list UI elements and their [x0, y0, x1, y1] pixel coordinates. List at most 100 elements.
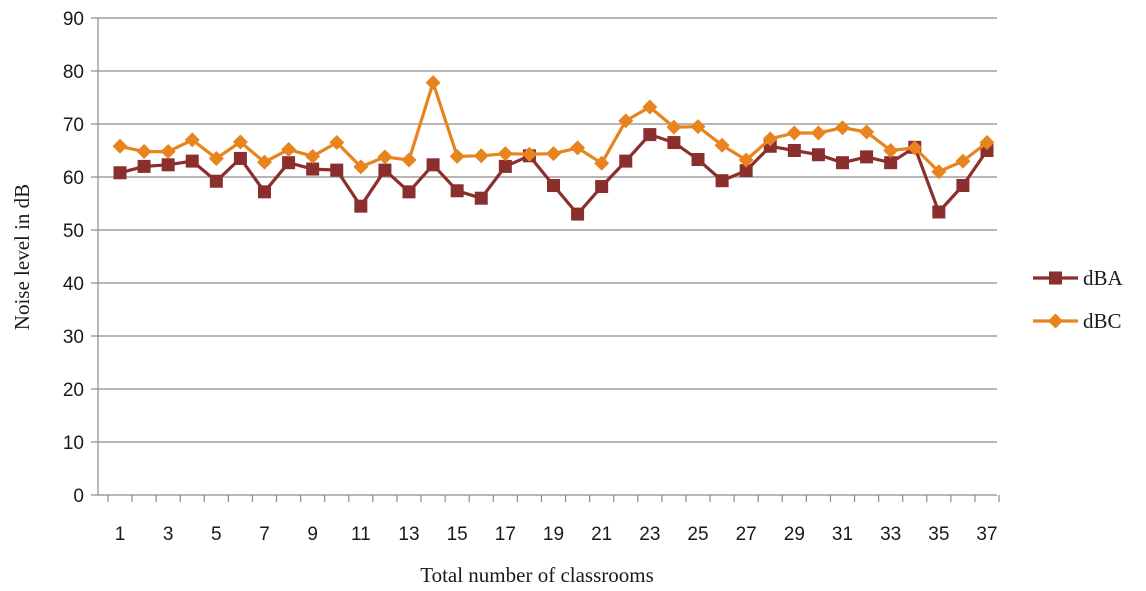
x-tick-label: 29 — [784, 524, 805, 545]
data-point — [835, 120, 850, 136]
data-point — [185, 154, 199, 168]
data-point — [786, 125, 802, 141]
y-tick-label: 70 — [63, 115, 84, 136]
series-dBA — [113, 128, 994, 221]
x-tick-label: 5 — [211, 524, 222, 545]
data-point — [330, 163, 344, 177]
x-tick-label: 31 — [832, 524, 853, 545]
y-tick-label: 60 — [63, 168, 84, 189]
data-point — [956, 178, 970, 192]
data-point — [642, 99, 658, 115]
data-point — [787, 144, 801, 157]
data-point — [449, 148, 465, 164]
x-axis-title: Total number of classrooms — [420, 563, 654, 587]
data-point — [980, 144, 994, 157]
y-tick-label: 90 — [63, 9, 84, 30]
x-tick-label: 19 — [543, 524, 564, 545]
data-point — [402, 185, 416, 199]
y-tick-label: 80 — [63, 62, 84, 83]
x-tick-label: 15 — [447, 524, 468, 545]
data-point — [715, 174, 729, 188]
y-tick-label: 10 — [63, 433, 84, 454]
series-lines — [112, 75, 995, 221]
data-point — [836, 156, 849, 170]
data-point — [354, 199, 368, 213]
data-point — [619, 154, 633, 168]
legend: dBA dBC — [1033, 266, 1124, 333]
data-point — [810, 125, 826, 141]
x-tick-label: 7 — [259, 524, 270, 545]
data-point — [208, 150, 224, 166]
data-point — [401, 152, 417, 168]
data-point — [762, 131, 778, 147]
data-point — [353, 159, 369, 175]
x-tick-label: 37 — [976, 524, 997, 545]
series-dBC — [112, 75, 995, 180]
data-point — [233, 151, 247, 165]
y-tick-label: 40 — [63, 274, 84, 295]
legend-label: dBC — [1083, 309, 1122, 333]
legend-item-dBC: dBC — [1033, 309, 1122, 333]
data-point — [594, 155, 610, 171]
data-point — [113, 166, 127, 180]
data-point — [955, 153, 971, 169]
data-point — [281, 141, 297, 157]
data-point — [571, 207, 585, 221]
data-point — [377, 149, 393, 165]
data-point — [691, 153, 705, 167]
data-point — [137, 159, 151, 173]
data-point — [112, 138, 128, 154]
data-point — [884, 156, 898, 170]
x-tick-label: 11 — [351, 524, 371, 545]
x-tick-label: 35 — [928, 524, 949, 545]
data-point — [859, 124, 875, 140]
data-point — [136, 144, 152, 160]
x-tick-label: 27 — [736, 524, 757, 545]
legend-marker — [1049, 271, 1062, 285]
data-point — [160, 144, 176, 160]
data-point — [932, 205, 946, 219]
y-tick-labels: 0 10 20 30 40 50 60 70 80 90 — [63, 9, 84, 507]
data-point — [305, 148, 321, 164]
data-point — [498, 159, 512, 173]
data-point — [666, 119, 682, 135]
data-point — [184, 132, 200, 148]
data-point — [811, 148, 825, 162]
data-point — [667, 136, 681, 150]
data-point — [738, 152, 754, 168]
data-point — [595, 180, 609, 194]
axes — [91, 17, 1000, 502]
data-point — [883, 143, 899, 158]
gridlines — [98, 17, 997, 443]
data-point — [570, 140, 586, 156]
x-tick-label: 1 — [115, 524, 126, 545]
data-point — [547, 178, 560, 192]
data-point — [473, 148, 489, 164]
data-point — [860, 150, 874, 164]
data-point — [257, 154, 272, 170]
data-point — [643, 128, 657, 142]
data-point — [931, 164, 947, 180]
data-point — [426, 158, 440, 172]
x-tick-label: 17 — [495, 524, 516, 545]
data-point — [474, 191, 488, 205]
data-point — [209, 174, 223, 188]
y-tick-label: 30 — [63, 327, 84, 348]
legend-marker — [1048, 313, 1063, 329]
data-point — [546, 146, 561, 162]
y-tick-label: 0 — [73, 486, 84, 507]
y-tick-label: 50 — [63, 221, 84, 242]
data-point — [282, 156, 296, 170]
x-tick-label: 13 — [398, 524, 419, 545]
x-tick-label: 9 — [307, 524, 318, 545]
x-tick-label: 23 — [639, 524, 660, 545]
data-point — [618, 113, 634, 129]
data-point — [497, 146, 513, 162]
y-axis-title: Noise level in dB — [10, 184, 34, 330]
data-point — [425, 75, 441, 91]
x-tick-label: 33 — [880, 524, 901, 545]
x-tick-label: 21 — [591, 524, 612, 545]
data-point — [378, 163, 392, 177]
x-tick-label: 3 — [163, 524, 174, 545]
data-point — [690, 119, 706, 135]
